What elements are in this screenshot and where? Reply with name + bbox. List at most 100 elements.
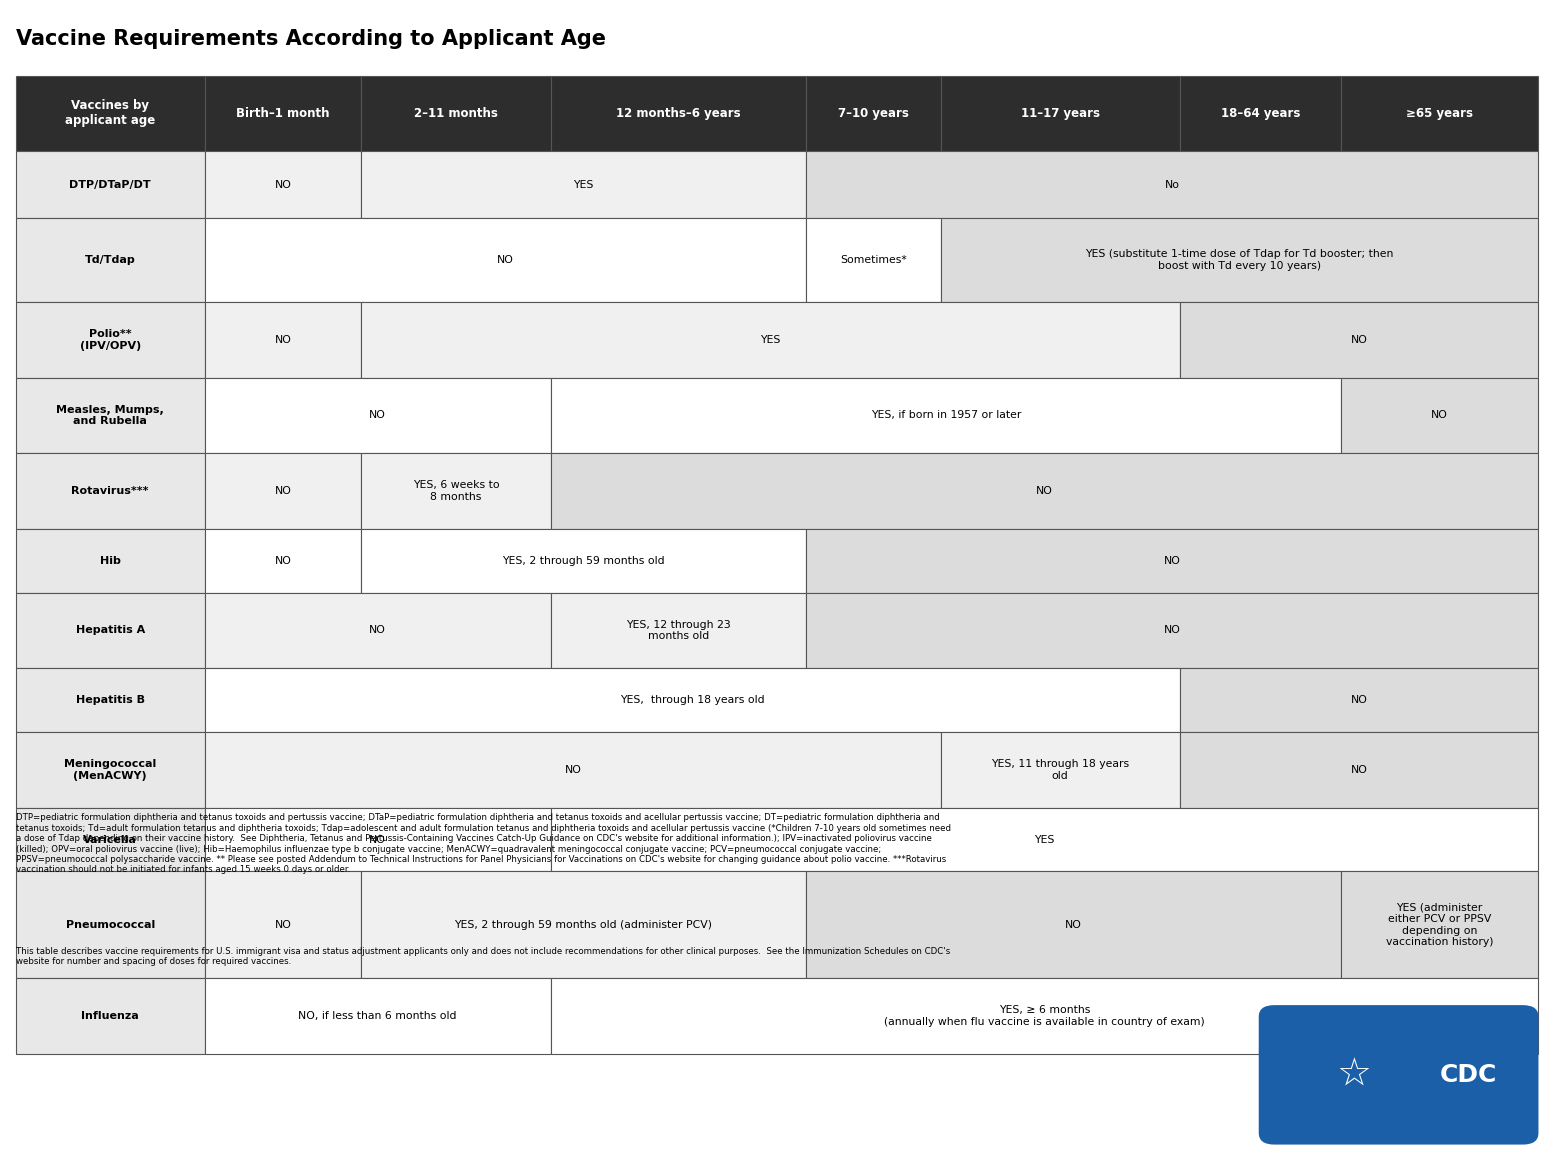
Text: NO: NO	[1431, 410, 1448, 421]
Text: ☆: ☆	[1336, 1056, 1371, 1093]
FancyBboxPatch shape	[807, 872, 1341, 978]
Text: NO: NO	[1164, 555, 1181, 566]
Text: NO: NO	[1064, 920, 1082, 930]
FancyBboxPatch shape	[205, 378, 550, 453]
FancyBboxPatch shape	[205, 76, 361, 151]
FancyBboxPatch shape	[940, 218, 1538, 302]
Text: YES: YES	[573, 180, 594, 189]
Text: NO: NO	[564, 765, 581, 775]
FancyBboxPatch shape	[205, 732, 940, 808]
FancyBboxPatch shape	[550, 808, 1538, 872]
Text: Measles, Mumps,
and Rubella: Measles, Mumps, and Rubella	[56, 404, 165, 426]
FancyBboxPatch shape	[16, 151, 205, 218]
Text: NO: NO	[1350, 695, 1368, 705]
Text: 11–17 years: 11–17 years	[1021, 107, 1100, 120]
FancyBboxPatch shape	[205, 808, 550, 872]
FancyBboxPatch shape	[205, 529, 361, 593]
Text: NO: NO	[275, 555, 292, 566]
FancyBboxPatch shape	[361, 151, 807, 218]
FancyBboxPatch shape	[1341, 872, 1538, 978]
FancyBboxPatch shape	[205, 151, 361, 218]
FancyBboxPatch shape	[940, 76, 1179, 151]
Text: Td/Tdap: Td/Tdap	[85, 256, 135, 265]
FancyBboxPatch shape	[361, 872, 807, 978]
FancyBboxPatch shape	[807, 529, 1538, 593]
FancyBboxPatch shape	[1179, 732, 1538, 808]
Text: CDC: CDC	[1439, 1063, 1497, 1086]
Text: NO: NO	[497, 256, 514, 265]
FancyBboxPatch shape	[205, 453, 361, 529]
Text: YES: YES	[1035, 834, 1055, 845]
FancyBboxPatch shape	[807, 593, 1538, 668]
Text: Vaccine Requirements According to Applicant Age: Vaccine Requirements According to Applic…	[16, 29, 606, 49]
Text: YES (administer
either PCV or PPSV
depending on
vaccination history): YES (administer either PCV or PPSV depen…	[1386, 903, 1493, 947]
FancyBboxPatch shape	[807, 76, 940, 151]
Text: Pneumococcal: Pneumococcal	[65, 920, 155, 930]
Text: YES (substitute 1-time dose of Tdap for Td booster; then
boost with Td every 10 : YES (substitute 1-time dose of Tdap for …	[1085, 250, 1394, 271]
FancyBboxPatch shape	[550, 76, 807, 151]
Text: Polio**
(IPV/OPV): Polio** (IPV/OPV)	[79, 329, 141, 351]
FancyBboxPatch shape	[16, 872, 205, 978]
FancyBboxPatch shape	[1179, 302, 1538, 378]
Text: NO: NO	[275, 920, 292, 930]
Text: Rotavirus***: Rotavirus***	[71, 486, 149, 496]
Text: YES, ≥ 6 months
(annually when flu vaccine is available in country of exam): YES, ≥ 6 months (annually when flu vacci…	[884, 1005, 1204, 1027]
FancyBboxPatch shape	[1179, 76, 1341, 151]
FancyBboxPatch shape	[205, 872, 361, 978]
FancyBboxPatch shape	[550, 978, 1538, 1054]
Text: YES, 11 through 18 years
old: YES, 11 through 18 years old	[991, 759, 1130, 781]
FancyBboxPatch shape	[16, 218, 205, 302]
Text: NO: NO	[1164, 625, 1181, 636]
Text: Hepatitis A: Hepatitis A	[76, 625, 145, 636]
Text: No: No	[1164, 180, 1179, 189]
FancyBboxPatch shape	[205, 593, 550, 668]
Text: 2–11 months: 2–11 months	[413, 107, 497, 120]
FancyBboxPatch shape	[940, 732, 1179, 808]
FancyBboxPatch shape	[16, 76, 205, 151]
FancyBboxPatch shape	[16, 378, 205, 453]
Text: Vaccines by
applicant age: Vaccines by applicant age	[65, 99, 155, 128]
Text: NO: NO	[275, 180, 292, 189]
Text: YES, if born in 1957 or later: YES, if born in 1957 or later	[870, 410, 1021, 421]
Text: NO, if less than 6 months old: NO, if less than 6 months old	[298, 1011, 457, 1021]
Text: Birth–1 month: Birth–1 month	[236, 107, 329, 120]
Text: DTP/DTaP/DT: DTP/DTaP/DT	[70, 180, 151, 189]
Text: YES, 2 through 59 months old (administer PCV): YES, 2 through 59 months old (administer…	[455, 920, 713, 930]
FancyBboxPatch shape	[550, 378, 1341, 453]
FancyBboxPatch shape	[16, 453, 205, 529]
Text: Sometimes*: Sometimes*	[841, 256, 906, 265]
Text: Hib: Hib	[99, 555, 121, 566]
Text: Meningococcal
(MenACWY): Meningococcal (MenACWY)	[64, 759, 157, 781]
FancyBboxPatch shape	[205, 218, 807, 302]
FancyBboxPatch shape	[16, 978, 205, 1054]
Text: Hepatitis B: Hepatitis B	[76, 695, 145, 705]
FancyBboxPatch shape	[16, 529, 205, 593]
Text: YES,  through 18 years old: YES, through 18 years old	[620, 695, 765, 705]
Text: NO: NO	[370, 834, 387, 845]
Text: ≥65 years: ≥65 years	[1406, 107, 1473, 120]
FancyBboxPatch shape	[16, 668, 205, 732]
Text: 18–64 years: 18–64 years	[1220, 107, 1299, 120]
FancyBboxPatch shape	[205, 302, 361, 378]
FancyBboxPatch shape	[361, 302, 1179, 378]
Text: YES: YES	[760, 335, 780, 345]
FancyBboxPatch shape	[1341, 76, 1538, 151]
FancyBboxPatch shape	[807, 151, 1538, 218]
FancyBboxPatch shape	[1341, 378, 1538, 453]
FancyBboxPatch shape	[807, 218, 940, 302]
FancyBboxPatch shape	[361, 453, 550, 529]
FancyBboxPatch shape	[550, 593, 807, 668]
Text: NO: NO	[370, 410, 387, 421]
FancyBboxPatch shape	[16, 593, 205, 668]
Text: NO: NO	[1037, 486, 1054, 496]
Text: NO: NO	[370, 625, 387, 636]
FancyBboxPatch shape	[1259, 1005, 1538, 1145]
FancyBboxPatch shape	[16, 302, 205, 378]
FancyBboxPatch shape	[361, 529, 807, 593]
Text: Influenza: Influenza	[81, 1011, 140, 1021]
Text: 12 months–6 years: 12 months–6 years	[615, 107, 741, 120]
Text: DTP=pediatric formulation diphtheria and tetanus toxoids and pertussis vaccine; : DTP=pediatric formulation diphtheria and…	[16, 813, 951, 874]
FancyBboxPatch shape	[1179, 668, 1538, 732]
Text: NO: NO	[1350, 335, 1368, 345]
Text: NO: NO	[275, 335, 292, 345]
